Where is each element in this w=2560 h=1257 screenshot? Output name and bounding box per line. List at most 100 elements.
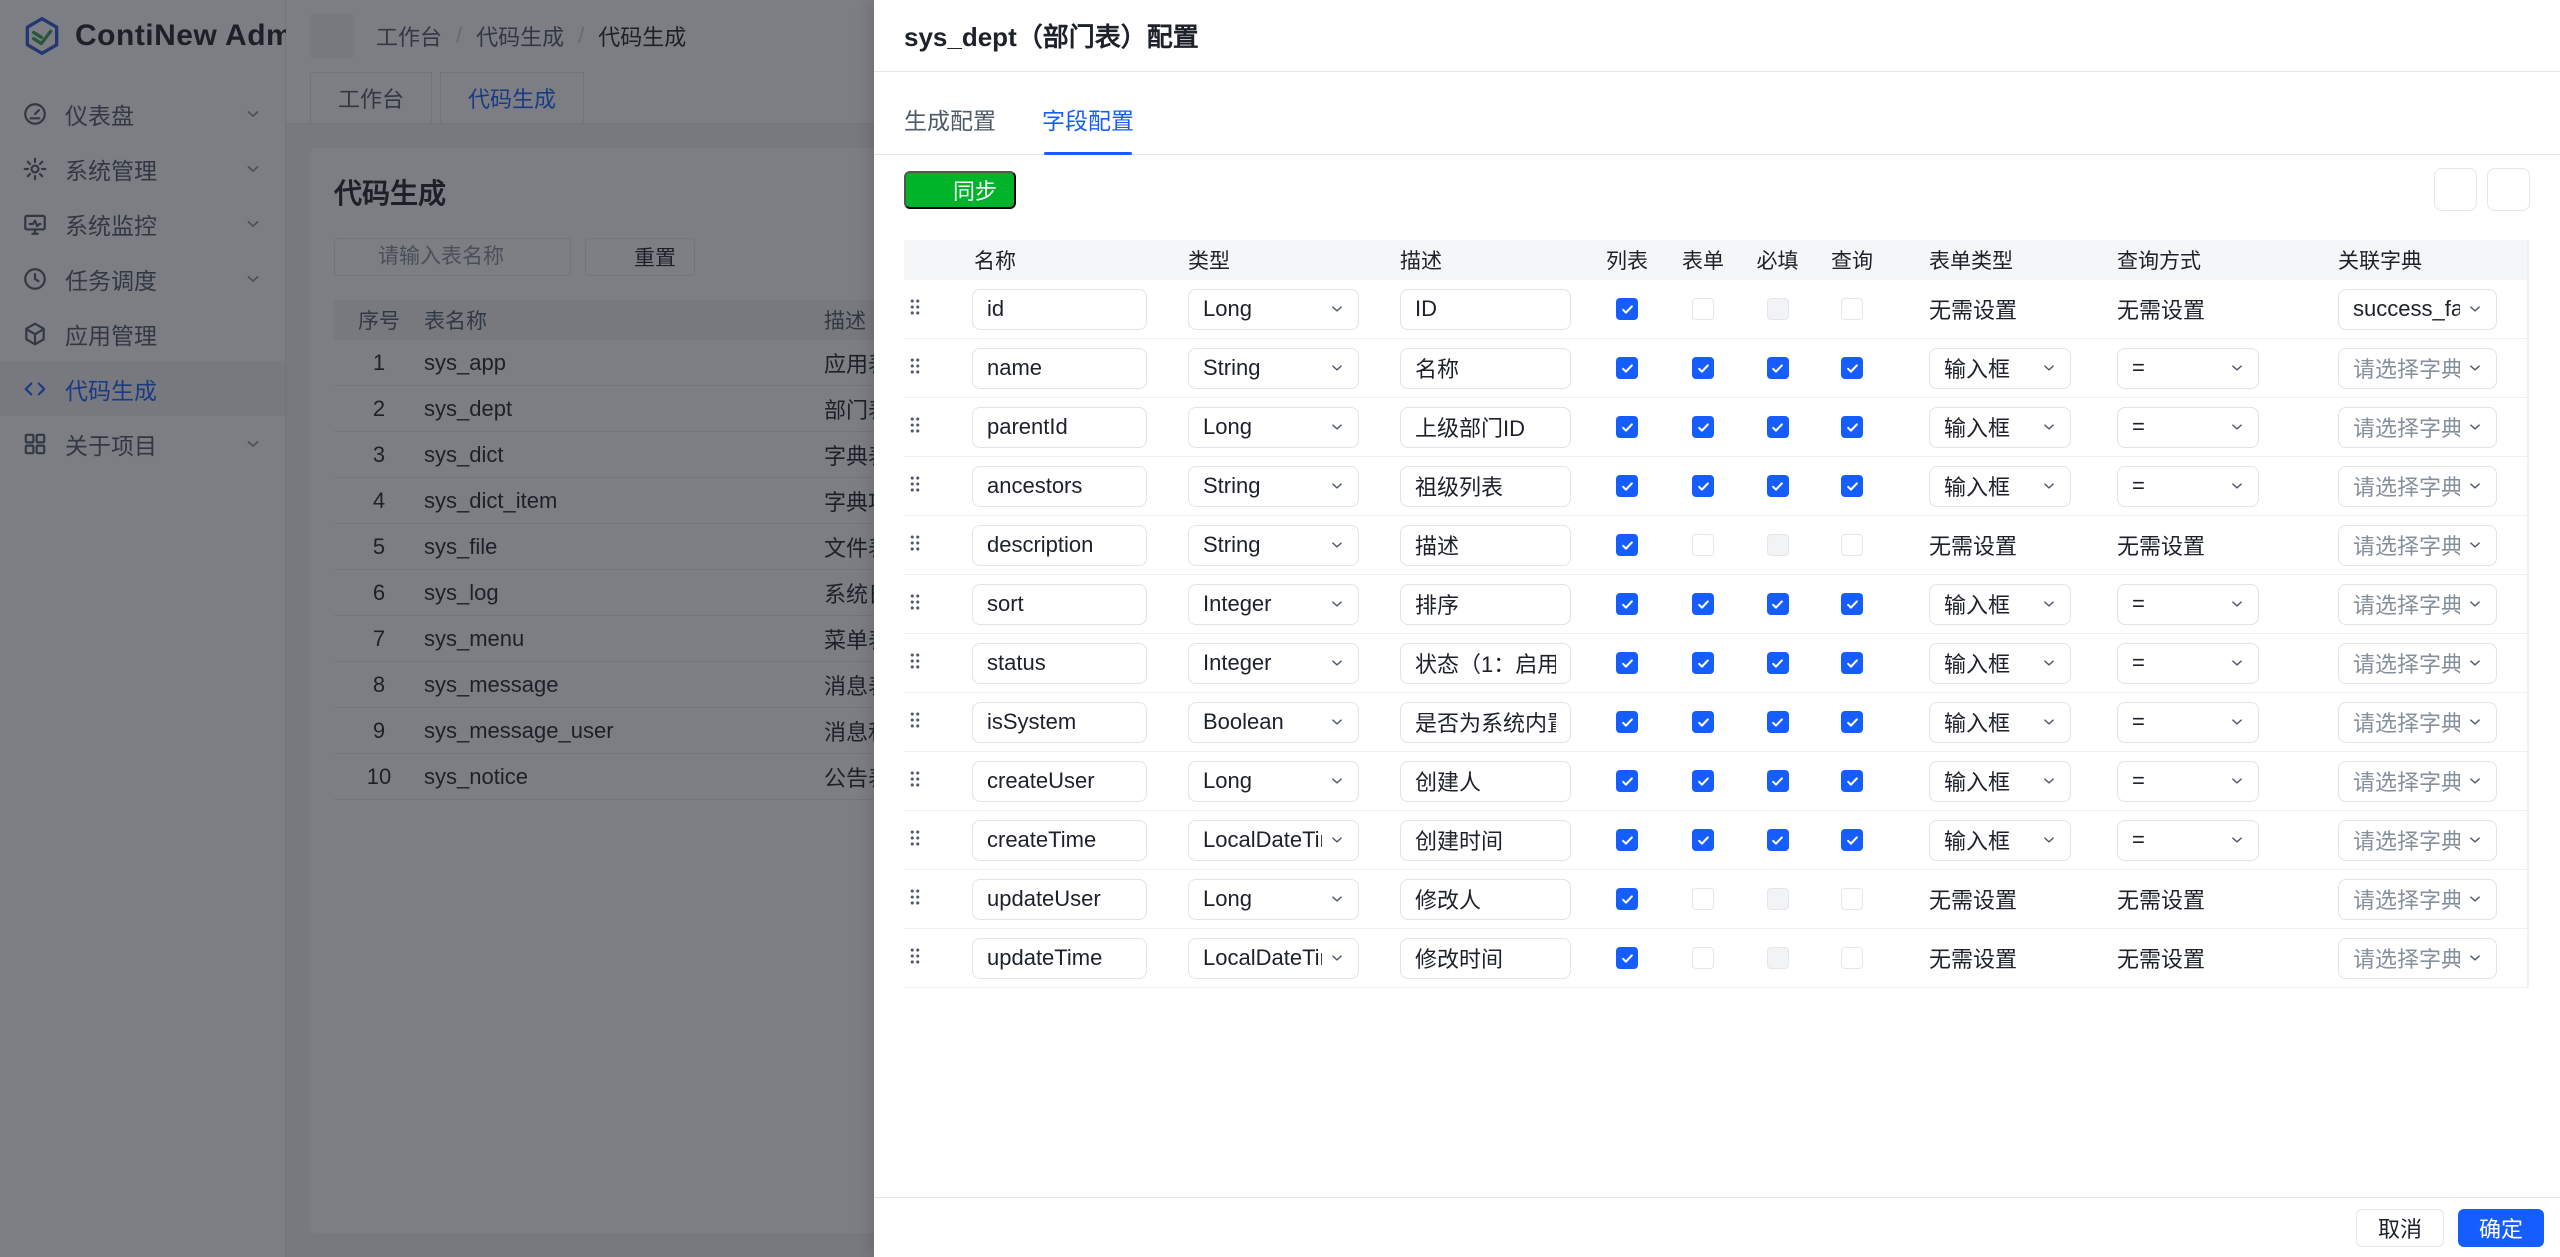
form-checkbox[interactable]	[1692, 652, 1714, 674]
field-desc-input[interactable]	[1400, 937, 1571, 979]
field-type-select[interactable]: String	[1188, 347, 1359, 389]
query-mode-select[interactable]: =	[2117, 347, 2259, 389]
drag-handle-icon[interactable]	[904, 886, 926, 908]
drag-handle-icon[interactable]	[904, 650, 926, 672]
field-type-select[interactable]: String	[1188, 524, 1359, 566]
form-type-select[interactable]: 输入框	[1929, 819, 2071, 861]
sync-button[interactable]: 同步	[904, 170, 1017, 209]
drag-handle-icon[interactable]	[904, 768, 926, 790]
field-type-select[interactable]: LocalDateTime	[1188, 937, 1359, 979]
field-name-input[interactable]	[972, 524, 1147, 566]
drag-handle-icon[interactable]	[904, 591, 926, 613]
dict-select[interactable]: 请选择字典类型	[2338, 701, 2497, 743]
required-checkbox[interactable]	[1766, 770, 1789, 792]
dict-select[interactable]: 请选择字典类型	[2338, 524, 2497, 566]
form-checkbox[interactable]	[1692, 770, 1714, 792]
field-desc-input[interactable]	[1400, 288, 1571, 330]
drag-handle-icon[interactable]	[904, 414, 926, 436]
field-name-input[interactable]	[972, 701, 1147, 743]
field-name-input[interactable]	[972, 583, 1147, 625]
form-type-select[interactable]: 输入框	[1929, 701, 2071, 743]
required-checkbox[interactable]	[1766, 475, 1789, 497]
form-type-select[interactable]: 输入框	[1929, 347, 2071, 389]
query-mode-select[interactable]: =	[2117, 406, 2259, 448]
query-checkbox[interactable]	[1841, 829, 1863, 851]
form-checkbox[interactable]	[1692, 357, 1714, 379]
field-desc-input[interactable]	[1400, 524, 1571, 566]
form-type-select[interactable]: 输入框	[1929, 642, 2071, 684]
list-checkbox[interactable]	[1616, 416, 1638, 438]
field-desc-input[interactable]	[1400, 701, 1571, 743]
form-checkbox[interactable]	[1692, 475, 1714, 497]
list-checkbox[interactable]	[1616, 947, 1638, 969]
field-type-select[interactable]: Integer	[1188, 642, 1359, 684]
list-checkbox[interactable]	[1616, 770, 1638, 792]
field-type-select[interactable]: Long	[1188, 878, 1359, 920]
field-type-select[interactable]: LocalDateTime	[1188, 819, 1359, 861]
field-name-input[interactable]	[972, 465, 1147, 507]
query-mode-select[interactable]: =	[2117, 701, 2259, 743]
field-type-select[interactable]: Integer	[1188, 583, 1359, 625]
form-checkbox[interactable]	[1692, 534, 1714, 556]
dict-select[interactable]: 请选择字典类型	[2338, 878, 2497, 920]
field-name-input[interactable]	[972, 819, 1147, 861]
required-checkbox[interactable]	[1766, 829, 1789, 851]
confirm-button[interactable]: 确定	[2457, 1208, 2544, 1247]
dict-select[interactable]: 请选择字典类型	[2338, 465, 2497, 507]
query-mode-select[interactable]: =	[2117, 760, 2259, 802]
field-desc-input[interactable]	[1400, 465, 1571, 507]
field-desc-input[interactable]	[1400, 819, 1571, 861]
query-mode-select[interactable]: =	[2117, 465, 2259, 507]
required-checkbox[interactable]	[1766, 711, 1789, 733]
form-type-select[interactable]: 输入框	[1929, 406, 2071, 448]
field-name-input[interactable]	[972, 347, 1147, 389]
field-desc-input[interactable]	[1400, 347, 1571, 389]
field-desc-input[interactable]	[1400, 583, 1571, 625]
drag-handle-icon[interactable]	[904, 532, 926, 554]
field-desc-input[interactable]	[1400, 878, 1571, 920]
fullscreen-button[interactable]	[2487, 168, 2530, 211]
query-mode-select[interactable]: =	[2117, 819, 2259, 861]
query-mode-select[interactable]: =	[2117, 642, 2259, 684]
form-checkbox[interactable]	[1692, 947, 1714, 969]
field-type-select[interactable]: Long	[1188, 288, 1359, 330]
field-desc-input[interactable]	[1400, 406, 1571, 448]
query-checkbox[interactable]	[1841, 475, 1863, 497]
list-checkbox[interactable]	[1616, 298, 1638, 320]
field-desc-input[interactable]	[1400, 760, 1571, 802]
list-checkbox[interactable]	[1616, 888, 1638, 910]
list-checkbox[interactable]	[1616, 829, 1638, 851]
form-checkbox[interactable]	[1692, 711, 1714, 733]
drag-handle-icon[interactable]	[904, 355, 926, 377]
query-checkbox[interactable]	[1841, 770, 1863, 792]
drag-handle-icon[interactable]	[904, 709, 926, 731]
list-checkbox[interactable]	[1616, 534, 1638, 556]
query-checkbox[interactable]	[1841, 947, 1863, 969]
form-type-select[interactable]: 输入框	[1929, 465, 2071, 507]
form-checkbox[interactable]	[1692, 593, 1714, 615]
query-checkbox[interactable]	[1841, 534, 1863, 556]
form-type-select[interactable]: 输入框	[1929, 583, 2071, 625]
query-checkbox[interactable]	[1841, 416, 1863, 438]
form-checkbox[interactable]	[1692, 829, 1714, 851]
list-checkbox[interactable]	[1616, 593, 1638, 615]
dict-select[interactable]: 请选择字典类型	[2338, 347, 2497, 389]
dict-select[interactable]: 请选择字典类型	[2338, 642, 2497, 684]
field-desc-input[interactable]	[1400, 642, 1571, 684]
dict-select[interactable]: 请选择字典类型	[2338, 406, 2497, 448]
query-checkbox[interactable]	[1841, 298, 1863, 320]
drawer-close-button[interactable]	[2490, 16, 2530, 56]
dict-select[interactable]: 请选择字典类型	[2338, 583, 2497, 625]
dict-select[interactable]: 请选择字典类型	[2338, 819, 2497, 861]
field-name-input[interactable]	[972, 760, 1147, 802]
field-name-input[interactable]	[972, 937, 1147, 979]
query-checkbox[interactable]	[1841, 888, 1863, 910]
field-type-select[interactable]: String	[1188, 465, 1359, 507]
dict-select[interactable]: 请选择字典类型	[2338, 760, 2497, 802]
dict-select[interactable]: success_failure	[2338, 288, 2497, 330]
required-checkbox[interactable]	[1766, 593, 1789, 615]
field-name-input[interactable]	[972, 878, 1147, 920]
list-checkbox[interactable]	[1616, 652, 1638, 674]
query-checkbox[interactable]	[1841, 711, 1863, 733]
drag-handle-icon[interactable]	[904, 296, 926, 318]
